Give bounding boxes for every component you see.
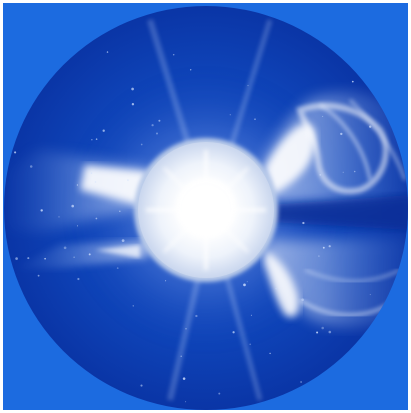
dark-band: [268, 195, 408, 230]
star: [29, 165, 33, 168]
star: [322, 246, 325, 249]
upper-right-cme: [262, 93, 408, 204]
left-border: [0, 0, 3, 413]
star: [127, 179, 129, 181]
star: [119, 210, 121, 212]
star: [322, 115, 324, 118]
star: [95, 138, 98, 140]
star: [27, 257, 30, 260]
star: [95, 217, 98, 220]
star: [40, 209, 43, 212]
star: [340, 132, 343, 136]
star: [165, 280, 167, 282]
star: [321, 326, 324, 330]
top-border: [0, 0, 411, 3]
star: [44, 257, 46, 260]
star: [58, 216, 60, 218]
star: [76, 225, 79, 227]
star: [275, 287, 278, 290]
star: [77, 277, 80, 281]
star: [88, 253, 91, 256]
star: [232, 331, 235, 334]
star: [318, 255, 320, 257]
star: [319, 174, 322, 176]
star: [243, 283, 246, 287]
star: [106, 51, 109, 53]
star: [353, 170, 356, 173]
star: [102, 129, 105, 132]
star: [63, 246, 67, 250]
star: [76, 184, 79, 186]
star: [250, 314, 252, 316]
star: [90, 172, 93, 174]
star: [342, 171, 344, 173]
star: [172, 53, 175, 56]
star: [300, 381, 302, 383]
star: [73, 256, 75, 258]
star: [121, 239, 125, 242]
star: [369, 294, 371, 296]
star: [189, 69, 192, 71]
star: [328, 330, 332, 334]
bottom-border: [0, 410, 411, 413]
star: [249, 343, 251, 346]
star: [91, 139, 93, 141]
star: [195, 314, 198, 318]
star: [369, 125, 372, 128]
right-border: [408, 0, 411, 413]
star: [71, 204, 74, 208]
star: [151, 124, 154, 127]
star: [185, 401, 187, 403]
star: [269, 352, 271, 355]
star: [14, 151, 17, 154]
star: [15, 257, 18, 260]
star: [229, 114, 231, 116]
star: [132, 305, 134, 307]
star: [140, 384, 143, 387]
star: [301, 298, 305, 302]
left-streamer: [4, 150, 150, 270]
faint-rays: [147, 19, 273, 401]
star: [156, 132, 158, 135]
star: [158, 119, 161, 122]
star: [185, 327, 187, 330]
star: [218, 392, 221, 395]
star: [328, 245, 331, 248]
star: [247, 85, 249, 87]
star: [131, 87, 134, 91]
occulting-disk: [134, 138, 278, 282]
star: [254, 118, 256, 121]
star: [116, 267, 119, 269]
star: [302, 221, 305, 225]
sun-glare: [146, 150, 266, 270]
star: [316, 331, 319, 334]
star: [180, 355, 182, 357]
star: [351, 80, 354, 83]
star: [140, 143, 143, 146]
star: [94, 181, 97, 183]
star-field: [14, 51, 372, 403]
star: [182, 377, 186, 380]
star: [37, 274, 40, 277]
star: [131, 103, 135, 106]
star: [246, 281, 248, 283]
